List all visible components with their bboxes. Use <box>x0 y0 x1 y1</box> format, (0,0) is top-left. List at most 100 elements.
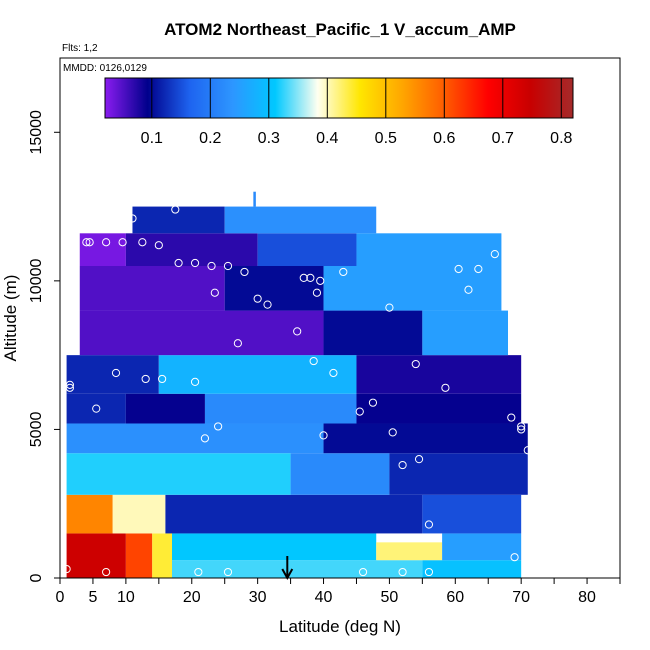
heatmap-cell <box>66 423 324 454</box>
sample-point <box>190 258 200 268</box>
sample-point <box>233 339 242 348</box>
sample-point <box>309 356 318 366</box>
sample-point <box>154 241 163 250</box>
colorbar-tick-label: 0.1 <box>141 130 163 147</box>
sample-point <box>82 238 91 247</box>
colorbar-tick-label: 0.5 <box>375 130 397 147</box>
sample-point <box>316 276 325 285</box>
sample-point <box>490 250 499 259</box>
sample-point <box>62 564 71 574</box>
colorbar-tick-label: 0.8 <box>550 130 572 147</box>
sample-point <box>306 273 315 282</box>
sample-point <box>388 428 397 437</box>
heatmap-cell <box>257 233 357 266</box>
colorbar: 0.1 0.2 0.3 0.4 0.5 0.6 0.7 0.8 <box>104 77 574 147</box>
sample-point <box>138 238 147 247</box>
colorbar-tick-label: 0.6 <box>433 130 455 147</box>
sample-point <box>474 264 483 274</box>
sample-point <box>517 425 526 434</box>
sample-point <box>85 238 94 247</box>
sample-point <box>92 404 101 413</box>
chart-title: ATOM2 Northeast_Pacific_1 V_accum_AMP <box>164 20 516 39</box>
heatmap-cell <box>79 310 324 356</box>
sample-point <box>523 446 532 455</box>
x-tick-label: 0 <box>56 589 65 606</box>
heatmap-cell <box>253 191 256 207</box>
sample-point <box>339 267 348 277</box>
heatmap-cell <box>323 266 502 311</box>
plot-frame <box>59 57 621 579</box>
sample-point <box>517 422 526 431</box>
sample-point <box>319 431 328 440</box>
dates-label: MMDD: 0126,0129 <box>63 63 147 74</box>
sample-point <box>454 264 463 274</box>
sample-point <box>223 261 233 271</box>
flights-label: Flts: 1,2 <box>62 43 98 54</box>
colorbar-tick-label: 0.7 <box>492 130 514 147</box>
sample-point <box>464 285 473 294</box>
x-tick-label: 5 <box>88 589 97 606</box>
colorbar-gradient <box>105 78 573 118</box>
sample-point <box>355 407 364 416</box>
heatmap-cell <box>165 494 423 534</box>
x-tick-label: 10 <box>117 589 135 606</box>
heatmap-cell <box>224 206 377 234</box>
heatmap-cell <box>125 393 205 424</box>
colorbar-tick-label: 0.4 <box>316 130 338 147</box>
sample-point <box>207 261 216 271</box>
sample-point <box>141 374 150 384</box>
heatmap-field <box>66 191 528 578</box>
heatmap-cell <box>125 533 153 578</box>
sample-point <box>171 205 180 214</box>
sample-point <box>441 383 450 392</box>
sample-point <box>411 359 420 369</box>
sample-point <box>358 567 368 577</box>
sample-point <box>510 553 519 562</box>
heatmap-cell <box>356 355 522 394</box>
sample-point <box>424 567 434 577</box>
y-tick-label: 10000 <box>28 259 45 304</box>
sample-point <box>263 300 272 309</box>
sample-point <box>200 434 210 443</box>
sample-point <box>190 377 200 386</box>
sample-point <box>174 258 183 268</box>
heatmap-cell <box>442 533 522 561</box>
heatmap-cell <box>66 453 291 495</box>
heatmap-cell <box>323 310 423 356</box>
heatmap-cell <box>66 393 126 424</box>
sample-point <box>414 455 424 464</box>
y-axis-label: Altitude (m) <box>1 275 20 362</box>
colorbar-tick-label: 0.2 <box>199 130 221 147</box>
colorbar-tick-label: 0.3 <box>258 130 280 147</box>
heatmap-cell <box>172 533 377 561</box>
sample-point <box>368 398 378 407</box>
sample-point <box>312 288 322 297</box>
y-tick-label: 5000 <box>28 412 45 448</box>
x-tick-label: 50 <box>381 589 399 606</box>
heatmap-cell <box>172 560 423 578</box>
sample-point <box>329 368 338 378</box>
sample-point <box>240 267 249 277</box>
sample-point <box>223 567 233 577</box>
heatmap-cell <box>323 423 528 454</box>
heatmap-cell <box>204 393 357 424</box>
latitude-arrow-marker <box>281 556 294 581</box>
x-tick-label: 40 <box>315 589 333 606</box>
colorbar-frame <box>104 77 574 119</box>
heatmap-cell <box>356 233 502 266</box>
heatmap-cell <box>389 453 528 495</box>
arrow-head <box>281 568 294 581</box>
sample-points <box>62 205 532 577</box>
heatmap-cell <box>152 533 172 578</box>
colorbar-ticks: 0.1 0.2 0.3 0.4 0.5 0.6 0.7 0.8 <box>141 78 573 147</box>
sample-point <box>293 327 302 336</box>
heatmap-cell <box>422 560 522 578</box>
sample-point <box>65 383 74 392</box>
sample-point <box>194 567 203 577</box>
sample-point <box>102 567 111 577</box>
x-tick-label: 20 <box>183 589 201 606</box>
y-tick-label: 0 <box>28 573 45 582</box>
sample-point <box>118 238 127 247</box>
heatmap-cell <box>125 233 258 266</box>
